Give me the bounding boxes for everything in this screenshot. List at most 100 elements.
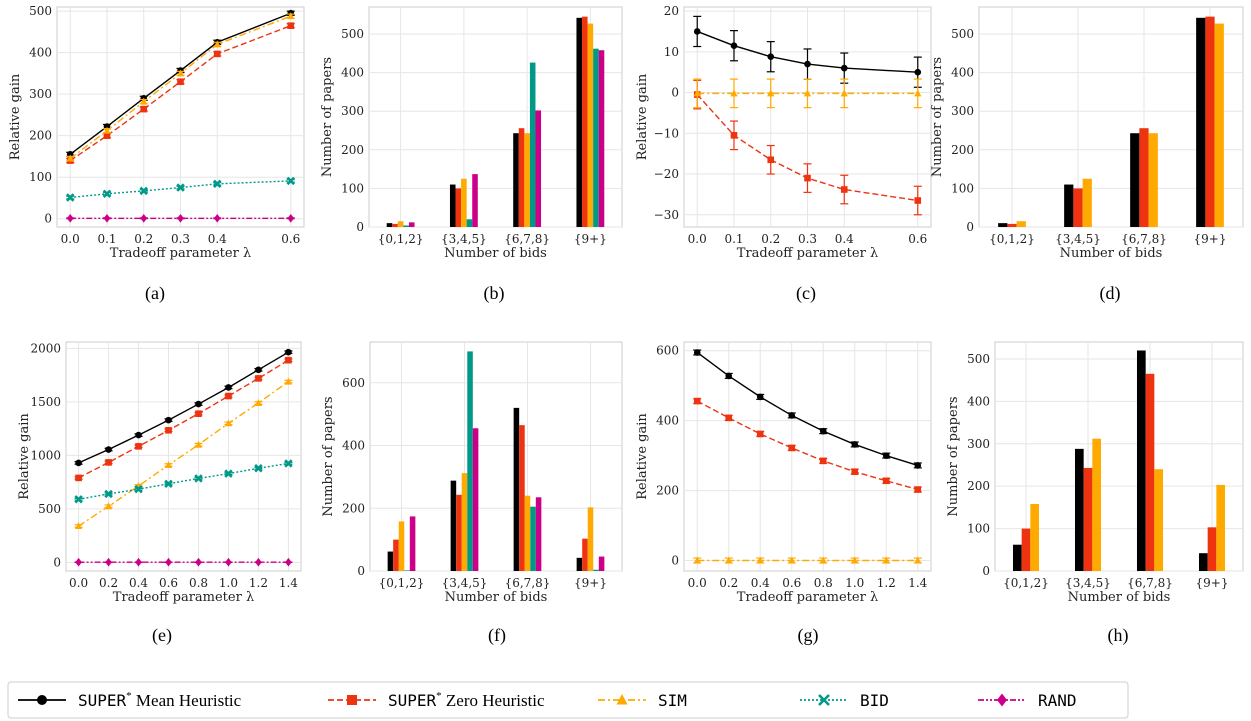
y-tick-label: 500 [341,27,364,41]
data-point [819,427,827,435]
plot-area [369,341,623,572]
bar [455,188,462,227]
bar [1074,448,1084,571]
x-tick-label: 0.4 [129,576,148,590]
x-tick-label: {9+} [574,576,607,590]
y-tick-label: −10 [654,126,679,140]
data-point [287,213,295,223]
y-tick-label: 0 [356,220,364,234]
x-tick-label: {3,4,5} [442,576,488,590]
y-tick-label: 0 [671,86,679,100]
data-point [103,132,111,139]
data-point [135,557,142,567]
panel-label: (f) [488,625,506,646]
data-point [767,156,775,164]
y-tick-label: 400 [341,66,364,80]
data-point [66,154,74,162]
panel-label: (d) [1100,283,1121,304]
y-tick-label: 500 [29,4,52,18]
x-tick-label: 0.6 [782,576,801,590]
bar [1016,221,1026,227]
series-line [70,180,291,199]
x-tick-label: {6,7,8} [505,576,551,590]
y-tick-label: 500 [38,502,61,516]
data-point [105,557,112,567]
bar [1198,553,1208,571]
bar [450,480,457,571]
bar [409,516,416,571]
data-point [730,89,738,97]
x-tick-label: {6,7,8} [1127,576,1173,590]
data-point [693,556,701,564]
y-tick-label: 0 [53,555,61,569]
y-tick-label: 500 [967,352,990,366]
data-point [725,556,733,564]
bar [1012,544,1022,571]
series-line [696,400,918,491]
legend-marker [818,694,830,706]
data-point [788,412,796,419]
data-point [725,414,733,422]
x-tick-label: {0,1,2} [379,576,425,590]
y-tick-label: 200 [341,143,364,157]
bar [466,219,473,227]
data-point [851,441,859,448]
bar [408,222,415,227]
data-point [285,348,292,356]
bar [1139,128,1149,227]
data-point [286,176,295,186]
data-point [914,462,922,469]
data-point [914,486,922,493]
x-tick-label: 0.4 [208,232,227,246]
data-point [165,557,172,567]
y-axis-label: Number of papers [930,57,945,177]
data-point [104,502,113,510]
data-point [74,522,83,530]
panel-d: 0 100 200 300 400 500 {0,1,2} {3,4,5} {6,7,8} {9+… [930,6,1244,304]
data-point [693,349,701,356]
x-axis-label: Tradeoff parameter λ [737,590,878,605]
y-tick-label: 1500 [30,395,61,409]
legend-label: RAND [1038,691,1077,710]
bar [524,133,530,227]
bar [1196,17,1206,227]
plot-area [683,341,932,572]
series-line [696,30,918,73]
data-point [225,392,232,400]
x-tick-label: 0.4 [751,576,770,590]
x-tick-label: {9+} [1194,232,1227,246]
data-point [851,556,859,564]
series-line [69,12,292,155]
y-tick-label: 500 [951,27,974,41]
legend-item: SUPER* Mean Heuristic [18,690,242,710]
data-point [882,477,890,485]
x-axis-label: Number of bids [1060,246,1163,261]
legend-item: SIM [598,691,687,710]
bar [456,494,462,571]
y-tick-label: 400 [967,394,990,408]
bar [386,223,393,227]
data-point [213,50,221,58]
y-axis-label: Relative gain [17,413,32,500]
bar [1021,528,1031,571]
data-point [788,556,796,564]
y-tick-label: 100 [29,170,52,184]
x-tick-label: 0.0 [69,576,88,590]
data-point [914,68,922,76]
data-point [756,556,764,564]
legend-label: SIM [658,691,687,710]
data-point [140,105,148,113]
bar [1205,16,1215,227]
x-tick-label: 0.2 [761,232,780,246]
x-tick-label: 0.4 [835,232,854,246]
data-point [140,213,148,223]
y-tick-label: 200 [29,129,52,143]
data-point [803,89,812,97]
x-axis-label: Tradeoff parameter λ [110,246,251,261]
series-line [78,462,289,500]
bar [513,133,519,227]
series-line [78,359,289,479]
data-point [104,489,113,499]
data-point [285,557,292,567]
bar [472,174,478,227]
